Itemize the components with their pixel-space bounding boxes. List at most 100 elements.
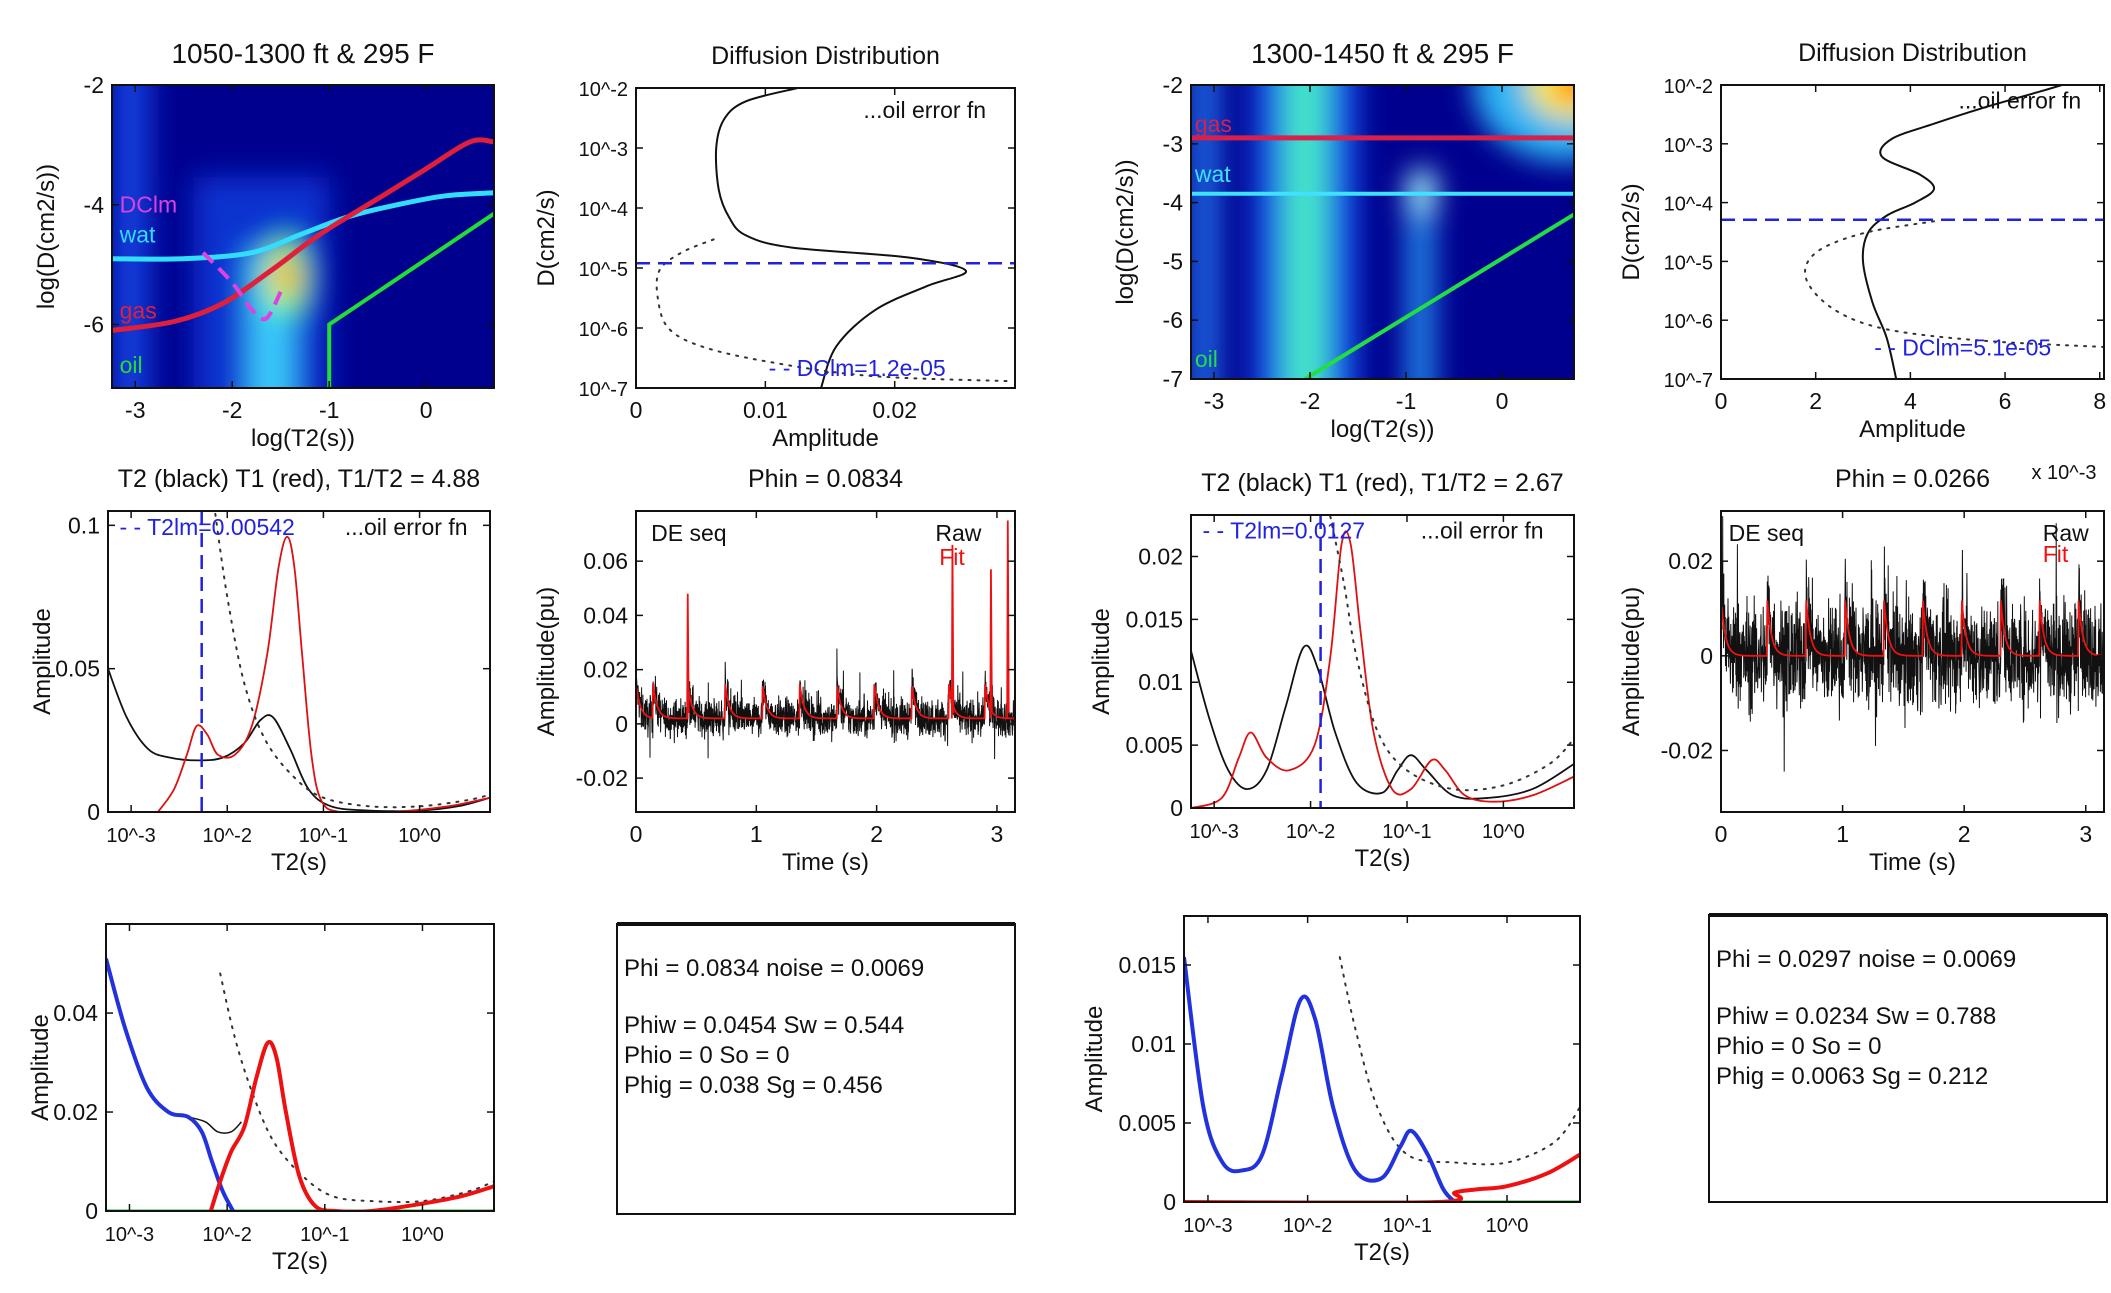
series-DClm [201, 251, 283, 322]
x-axis-label: T2(s) [1355, 845, 1411, 872]
tick-label: 0.02 [583, 657, 628, 683]
panel-diff1: ...oil error fn - - DClm=1.2e-05 0 0.01 0.02… [533, 42, 1016, 452]
plot-background [636, 88, 1015, 388]
series-2 [1184, 956, 1457, 1202]
series-wat [112, 190, 494, 262]
tick-label: 0.02 [53, 1099, 98, 1125]
annotation-label: gas [120, 297, 157, 323]
axes-frame [635, 87, 1016, 389]
tick-label: 0.015 [1118, 952, 1176, 978]
x-axis-label: Time (s) [782, 849, 869, 876]
y-axis-label: D(cm2/s) [533, 189, 560, 286]
fit-spike [989, 569, 993, 719]
tick-label: 0 [1170, 795, 1183, 821]
tick-label: 10^-7 [1664, 370, 1713, 392]
tick-label: 10^-6 [1664, 311, 1713, 333]
y-axis-label: Amplitude(pu) [1618, 587, 1645, 736]
tick-label: 10^0 [401, 1224, 444, 1246]
series-2 [1329, 515, 1574, 792]
tick-label: 1 [750, 821, 763, 847]
tick-label: 0 [1715, 388, 1728, 414]
x-axis-label: Amplitude [1859, 416, 1966, 443]
series-0 [714, 88, 967, 388]
plot-background [108, 511, 490, 812]
tick-label: -5 [1163, 248, 1183, 274]
tick-label: -2 [1300, 388, 1320, 414]
series-2 [214, 512, 490, 809]
tick-label: 10^0 [398, 825, 441, 847]
axes-frame [635, 510, 1016, 813]
tick-label: x 10^-3 [2032, 462, 2097, 484]
annotation-label: DClm [120, 191, 178, 217]
x-axis-label: log(T2(s)) [251, 425, 355, 452]
fit-spike [950, 544, 955, 719]
series-1 [655, 238, 1013, 383]
tick-label: -1 [1396, 388, 1416, 414]
axes-frame [111, 84, 495, 389]
annotation-label: wat [119, 222, 156, 248]
tick-label: 3 [2079, 821, 2092, 847]
tick-label: 10^-7 [579, 379, 628, 401]
plot-area [1184, 916, 1580, 1202]
tick-label: 10^0 [1482, 821, 1525, 843]
result-line: Phio = 0 So = 0 [1716, 1033, 1881, 1060]
plot-area [1721, 85, 2104, 379]
tick-label: 10^-2 [1286, 821, 1335, 843]
tick-label: -1 [319, 397, 339, 423]
panel-bota: 10^-3 10^-2 10^-1 10^0 0 0.02 0.04 T2(s) Amplitu… [27, 923, 495, 1275]
tick-label: -4 [1163, 190, 1184, 216]
tick-label: 10^-3 [579, 139, 628, 161]
tick-label: 10^-1 [299, 825, 348, 847]
series-3 [1184, 1152, 1580, 1202]
y-axis-label: log(D(cm2/s)) [1112, 159, 1139, 304]
tick-label: 10^-1 [1382, 821, 1431, 843]
tick-label: 6 [1999, 388, 2012, 414]
tick-label: 0 [85, 1198, 98, 1224]
annotation-label: - - T2lm=0.0127 [1202, 517, 1365, 543]
tick-label: -2 [84, 72, 104, 98]
tick-label: 10^-6 [579, 319, 628, 341]
axes-frame [1720, 84, 2105, 380]
x-axis-label: Amplitude [772, 425, 879, 452]
tick-label: 10^-3 [1664, 135, 1713, 157]
intensity-peak [1554, 85, 1574, 100]
panel-box2: Phi = 0.0297 noise = 0.0069 Phiw = 0.0234… [1708, 913, 2108, 1203]
tick-label: 10^-5 [579, 259, 628, 281]
tick-label: 0.02 [1138, 543, 1183, 569]
result-line: Phi = 0.0834 noise = 0.0069 [624, 955, 924, 982]
panel-botc: 10^-3 10^-2 10^-1 10^0 0 0.005 0.01 0.015 T2(s) A… [1081, 915, 1581, 1266]
annotation-label: Raw [935, 520, 981, 546]
plot-area [1191, 85, 1574, 379]
tick-label: -2 [222, 397, 242, 423]
intensity-peak [1407, 167, 1437, 215]
result-line: Phi = 0.0297 noise = 0.0069 [1716, 946, 2016, 973]
panel-t2c: - - T2lm=0.0127 ...oil error fn 10^-3 10^-2… [1088, 469, 1575, 872]
plot-background [106, 924, 494, 1211]
tick-label: 10^-5 [1664, 252, 1713, 274]
series-oil [1304, 212, 1574, 379]
tick-label: 10^-3 [1189, 821, 1238, 843]
annotation-label: ...oil error fn [1958, 88, 2081, 114]
y-axis-label: D(cm2/s) [1618, 183, 1645, 280]
annotation-label: Fit [2043, 541, 2069, 567]
series-gas [112, 137, 494, 333]
panel-title: T2 (black) T1 (red), T1/T2 = 2.67 [1201, 469, 1563, 497]
tick-label: -3 [125, 397, 145, 423]
panel-t2a: - - T2lm=0.00542 ...oil error fn 10^-3 10^-… [29, 465, 491, 876]
x-axis-label: log(T2(s)) [1330, 416, 1434, 443]
tick-label: 10^-1 [300, 1224, 349, 1246]
y-axis-label: Amplitude(pu) [533, 587, 560, 736]
intensity-band [1191, 85, 1219, 379]
tick-label: 8 [2093, 388, 2106, 414]
tick-label: 10^-1 [1383, 1215, 1432, 1237]
tick-label: 0 [87, 799, 100, 825]
panel-title: 1300-1450 ft & 295 F [1251, 38, 1514, 69]
tick-label: -6 [84, 312, 104, 338]
annotation-label: DE seq [651, 520, 726, 546]
tick-label: 4 [1904, 388, 1917, 414]
panel-title: Diffusion Distribution [711, 42, 940, 70]
x-axis-label: Time (s) [1869, 849, 1956, 876]
plot-background [1721, 85, 2104, 379]
tick-label: 10^-2 [202, 1224, 251, 1246]
tick-label: 10^-2 [1664, 76, 1713, 98]
